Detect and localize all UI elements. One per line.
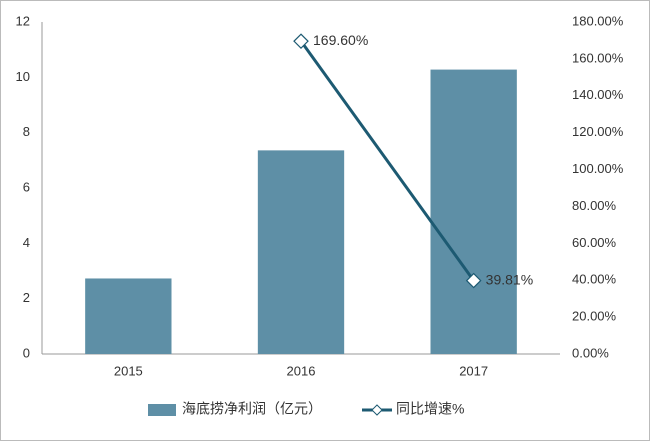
legend-swatch (148, 404, 176, 416)
y2-tick-label: 140.00% (572, 87, 624, 102)
marker (293, 33, 309, 50)
line (299, 40, 475, 282)
y-tick-label: 8 (23, 124, 30, 139)
y2-tick-label: 120.00% (572, 124, 624, 139)
y2-tick-label: 60.00% (572, 235, 617, 250)
x-tick-label: 2016 (287, 363, 316, 378)
y-tick-label: 12 (16, 13, 30, 28)
legend-label: 海底捞净利润（亿元） (182, 401, 322, 417)
y2-tick-label: 0.00% (572, 345, 609, 360)
y-tick-label: 6 (23, 179, 30, 194)
x-tick-label: 2015 (114, 363, 143, 378)
x-tick-label: 2017 (459, 363, 488, 378)
bar (257, 150, 345, 354)
legend-marker (371, 404, 383, 416)
y2-tick-label: 40.00% (572, 272, 617, 287)
y-tick-label: 10 (16, 69, 30, 84)
data-label: 169.60% (313, 32, 368, 48)
y-tick-label: 0 (23, 345, 30, 360)
y2-tick-label: 80.00% (572, 198, 617, 213)
bar (85, 278, 172, 354)
y2-tick-label: 100.00% (572, 161, 624, 176)
y-tick-label: 4 (23, 235, 30, 250)
marker (465, 272, 482, 289)
y2-tick-label: 160.00% (572, 50, 624, 65)
legend-label: 同比增速% (396, 401, 464, 417)
y2-tick-label: 180.00% (572, 13, 624, 28)
y2-tick-label: 20.00% (572, 309, 617, 324)
y-tick-label: 2 (23, 290, 30, 305)
bar (430, 69, 517, 354)
data-label: 39.81% (486, 271, 533, 287)
